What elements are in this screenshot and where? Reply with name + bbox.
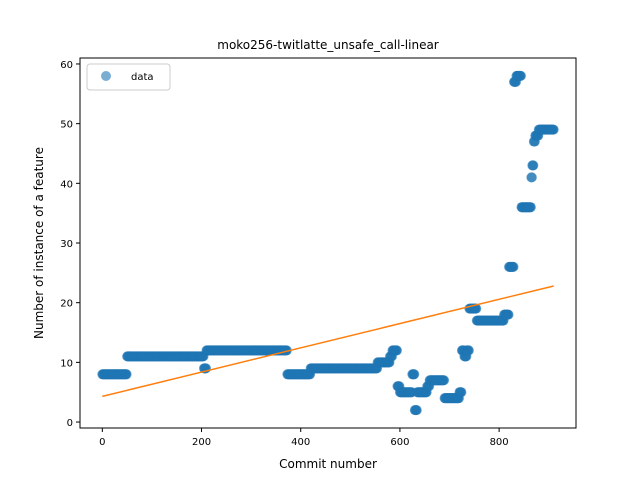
y-tick-label: 30 [60, 239, 73, 250]
x-tick-label: 0 [99, 437, 105, 448]
y-tick-label: 20 [60, 299, 73, 310]
legend-box [86, 63, 171, 91]
data-point [409, 369, 420, 380]
x-tick-label: 200 [192, 437, 211, 448]
data-point [508, 261, 519, 272]
y-axis-ticks: 0 10 20 30 40 50 60 [60, 60, 80, 429]
chart-title: moko256-twitlatte_unsafe_call-linear [217, 38, 439, 52]
legend: data [86, 63, 171, 91]
data-point [548, 124, 559, 135]
data-point [503, 309, 514, 320]
data-point [439, 375, 450, 386]
x-axis-ticks: 0 200 400 600 800 [99, 428, 509, 448]
legend-marker [101, 71, 111, 81]
scatter-points [97, 70, 559, 416]
data-point [391, 345, 402, 356]
x-axis-label: Commit number [279, 457, 377, 471]
data-point [515, 70, 526, 81]
y-tick-label: 10 [60, 358, 73, 369]
y-tick-label: 50 [60, 120, 73, 131]
legend-label: data [131, 72, 154, 83]
fit-line [102, 285, 554, 398]
data-point [456, 387, 467, 398]
data-point [121, 369, 132, 380]
y-axis-label: Number of instance of a feature [32, 147, 46, 339]
x-tick-label: 600 [390, 437, 409, 448]
data-point [528, 160, 539, 171]
data-point [526, 172, 537, 183]
plot-area [97, 70, 559, 416]
x-tick-label: 400 [291, 437, 310, 448]
fit-line-group [102, 285, 554, 398]
x-tick-label: 800 [490, 437, 509, 448]
y-tick-label: 40 [60, 179, 73, 190]
y-tick-label: 60 [60, 60, 73, 71]
data-point [463, 345, 474, 356]
data-point [411, 405, 422, 416]
data-point [525, 202, 536, 213]
y-tick-label: 0 [67, 418, 73, 429]
data-point [281, 345, 292, 356]
